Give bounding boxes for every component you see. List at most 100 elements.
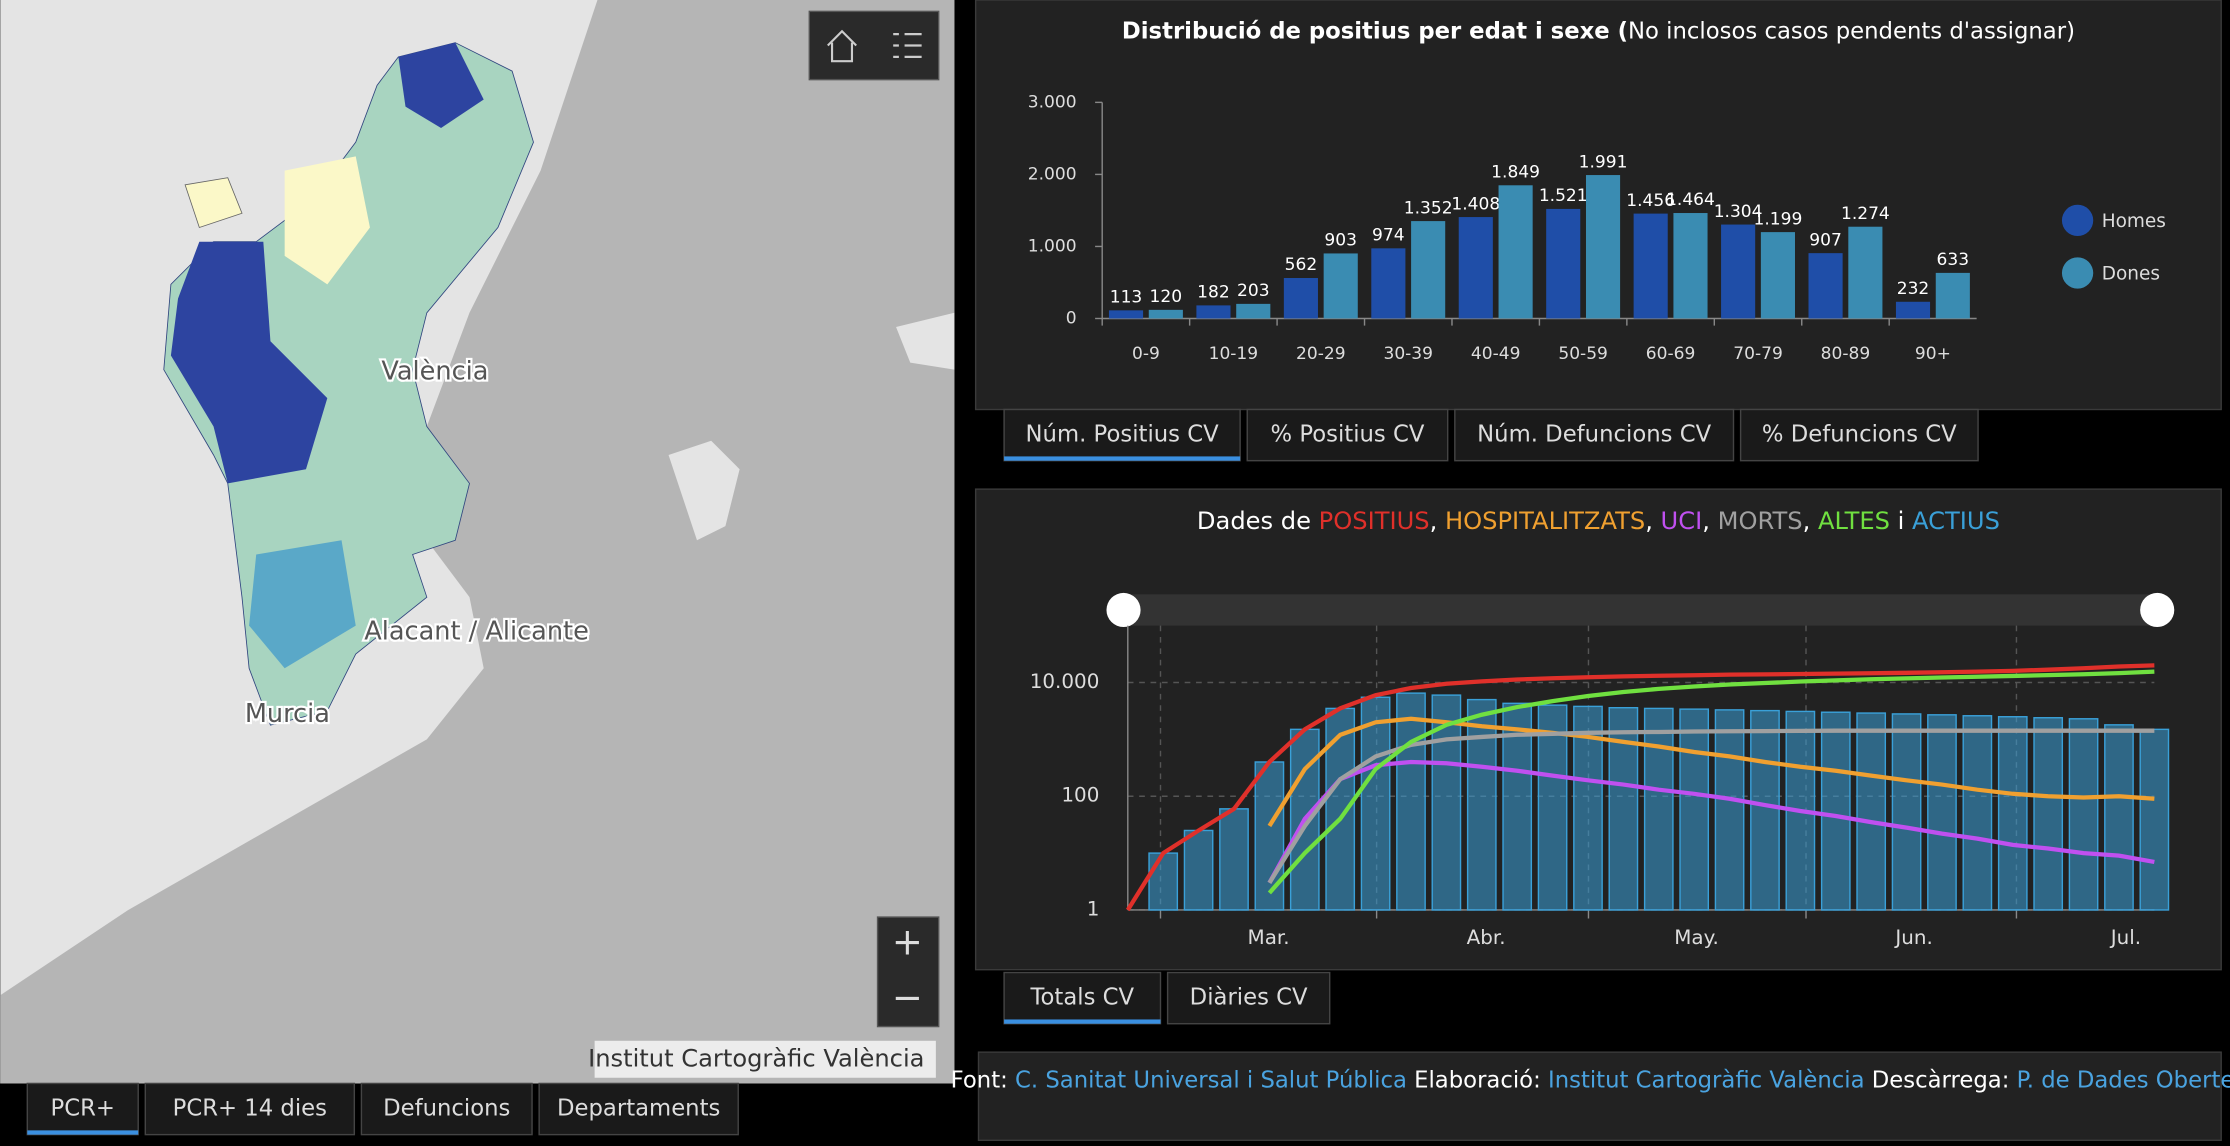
tab-label[interactable]: Núm. Defuncions CV (1477, 422, 1711, 448)
legend-entry: MORTS (1718, 507, 1803, 535)
footer-panel (977, 1051, 2222, 1142)
tab-label[interactable]: Defuncions (383, 1096, 510, 1122)
region-high (398, 42, 484, 128)
tab[interactable] (538, 1082, 739, 1136)
value-label: 1.521 (1539, 186, 1588, 206)
separator: , (1430, 507, 1445, 535)
bar (1643, 707, 1674, 911)
tab-label[interactable]: Totals CV (1030, 985, 1135, 1011)
value-label: 1.199 (1754, 209, 1803, 229)
tab[interactable] (1454, 408, 1735, 462)
zoom-in[interactable]: + (892, 921, 923, 964)
slider-handle[interactable] (1106, 592, 1141, 628)
footer-space (1865, 1067, 1872, 1093)
x-tick-label: Mar. (1248, 926, 1290, 949)
x-tick-label: 70-79 (1733, 344, 1783, 364)
tab-label[interactable]: PCR+ 14 dies (173, 1096, 327, 1122)
footer-space (1407, 1067, 1414, 1093)
legend-entry: ACTIUS (1912, 507, 2000, 535)
legend-entry: ALTES (1818, 507, 1890, 535)
bar (1236, 303, 1271, 319)
footer-space (1541, 1067, 1548, 1093)
legend-button[interactable] (893, 33, 922, 58)
legend-label: Dones (2102, 263, 2160, 284)
bar (1856, 712, 1887, 911)
tab[interactable] (1003, 971, 1162, 1025)
tab-label[interactable]: PCR+ (51, 1096, 115, 1122)
line (1267, 759, 2155, 884)
tab-label[interactable]: % Defuncions CV (1762, 422, 1957, 448)
x-tick-label: 90+ (1915, 344, 1951, 364)
tab-indicator (27, 1130, 139, 1135)
tab-label[interactable]: Diàries CV (1190, 985, 1308, 1011)
value-label: 1.456 (1626, 191, 1675, 211)
legend-label: Homes (2102, 211, 2166, 232)
tab-label[interactable]: % Positius CV (1271, 422, 1425, 448)
line (1267, 716, 2155, 828)
footer-space (1008, 1067, 1015, 1093)
y-tick-label: 10.000 (1030, 670, 1100, 693)
tab[interactable] (360, 1082, 533, 1136)
tab[interactable] (144, 1082, 356, 1136)
bar (1411, 221, 1446, 319)
bar (1962, 715, 1993, 911)
tab-label[interactable]: Departaments (557, 1096, 720, 1122)
bar (1466, 698, 1497, 911)
value-label: 562 (1285, 255, 1318, 275)
bar (1633, 213, 1668, 319)
line (1125, 663, 2155, 912)
bar (2139, 728, 2170, 911)
value-label: 113 (1110, 288, 1143, 308)
bar (1546, 208, 1581, 319)
bar (1325, 707, 1356, 911)
region-mid (249, 540, 356, 669)
range-slider[interactable] (1123, 594, 2158, 626)
y-tick-label: 2.000 (1028, 164, 1077, 184)
map-label: Alacant / Alicante (364, 617, 589, 647)
x-tick-label: 80-89 (1821, 344, 1871, 364)
line (1267, 669, 2155, 895)
x-tick-label: May. (1674, 926, 1719, 949)
bar-title: Distribució de positius per edat i sexe … (1122, 18, 2075, 44)
zoom-out[interactable]: − (892, 976, 923, 1019)
bar (1458, 217, 1493, 319)
x-tick-label: 40-49 (1471, 344, 1521, 364)
value-label: 1.408 (1451, 194, 1500, 214)
home-button[interactable] (827, 29, 857, 63)
bar (1927, 714, 1957, 911)
tab-indicator (1004, 456, 1241, 461)
footer-link[interactable]: Institut Cartogràfic València (1548, 1067, 1865, 1093)
tab[interactable] (1166, 971, 1331, 1025)
x-tick-label: 0-9 (1132, 344, 1160, 364)
bar (1820, 711, 1851, 911)
tab[interactable] (1739, 408, 1979, 462)
legend-swatch (2061, 204, 2094, 237)
attribution-bg (594, 1040, 936, 1078)
footer-link[interactable]: C. Sanitat Universal i Salut Pública (1015, 1067, 1407, 1093)
bar (1371, 248, 1406, 319)
x-tick-label: 20-29 (1296, 344, 1346, 364)
separator: , (1645, 507, 1660, 535)
bar (1502, 702, 1533, 911)
x-tick-label: 60-69 (1646, 344, 1696, 364)
bar (2033, 717, 2064, 911)
legend-entry: POSITIUS (1319, 507, 1430, 535)
footer-link[interactable]: P. de Dades Obertes (2017, 1067, 2230, 1093)
map-label: Murcia (245, 699, 330, 729)
bar (1323, 253, 1358, 319)
bar (1721, 224, 1756, 319)
tab[interactable] (26, 1082, 139, 1136)
region-low (184, 177, 243, 229)
tab[interactable] (1003, 408, 1241, 462)
value-label: 203 (1237, 281, 1270, 301)
island (668, 440, 740, 541)
tab-label[interactable]: Núm. Positius CV (1026, 422, 1220, 448)
tab[interactable] (1246, 408, 1449, 462)
slider-handle[interactable] (2140, 592, 2175, 628)
x-tick-label: Jul. (2109, 926, 2141, 949)
title: Distribució de positius per edat i sexe … (1122, 18, 1628, 44)
x-tick-label: 10-19 (1209, 344, 1259, 364)
value-label: 1.304 (1714, 202, 1763, 222)
